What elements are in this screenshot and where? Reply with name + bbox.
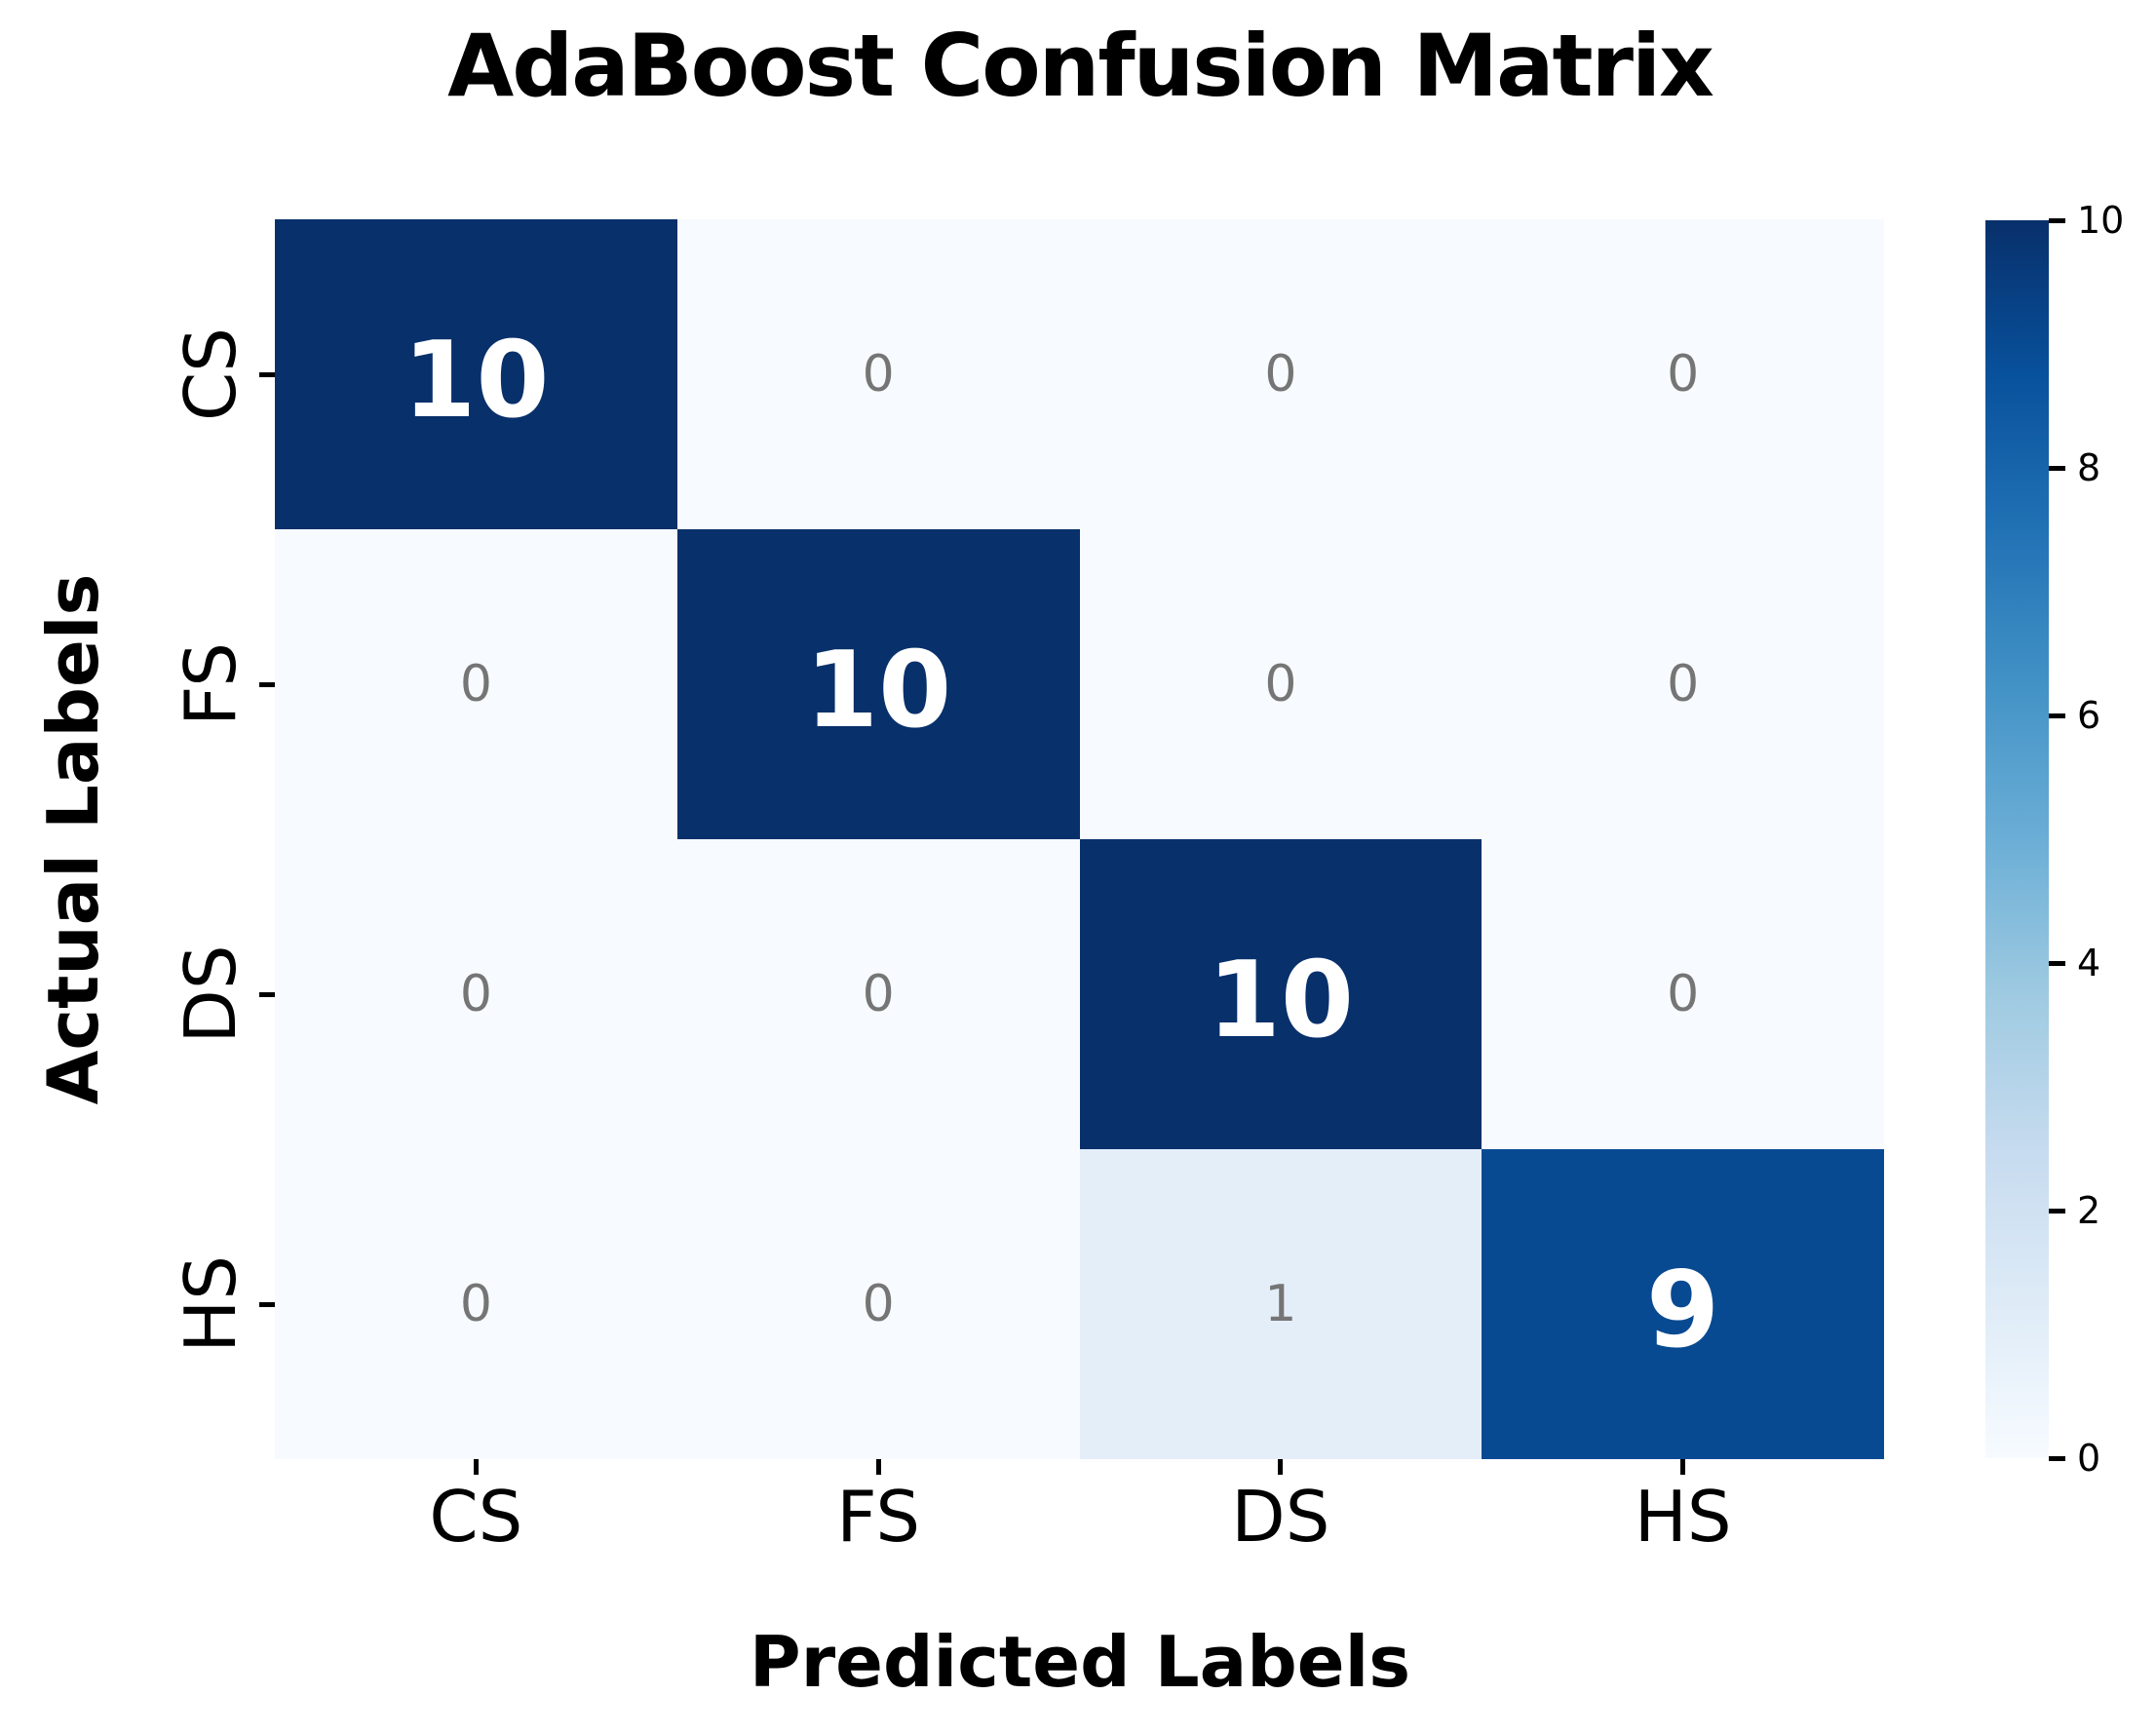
cell-value: 0 <box>862 345 895 404</box>
cell-value: 0 <box>1667 345 1700 404</box>
y-tick-mark <box>259 681 275 687</box>
x-tick-label: FS <box>836 1476 921 1558</box>
x-tick-mark <box>1680 1459 1686 1475</box>
chart-title: AdaBoost Confusion Matrix <box>447 16 1714 116</box>
cell-value: 10 <box>804 630 952 751</box>
y-tick-mark <box>259 1301 275 1307</box>
y-tick-mark <box>259 991 275 997</box>
heatmap-cell: 0 <box>1482 529 1884 839</box>
y-tick-label: DS <box>170 944 251 1044</box>
colorbar-tick-mark <box>2049 960 2065 966</box>
heatmap-cell: 0 <box>1079 529 1482 839</box>
cell-value: 0 <box>862 1275 895 1333</box>
colorbar-tick-mark <box>2049 713 2065 718</box>
heatmap-cell: 0 <box>275 529 677 839</box>
y-tick-mark <box>259 371 275 377</box>
heatmap-cell: 0 <box>1079 219 1482 529</box>
cell-value: 0 <box>459 1275 492 1333</box>
cell-value: 0 <box>1264 345 1297 404</box>
cell-value: 0 <box>459 655 492 713</box>
colorbar-tick-mark <box>2049 1208 2065 1214</box>
cell-value: 0 <box>862 965 895 1023</box>
colorbar-tick-mark <box>2049 1455 2065 1461</box>
cell-value: 10 <box>1207 940 1355 1061</box>
heatmap-cell: 0 <box>275 839 677 1149</box>
x-tick-label: HS <box>1634 1476 1732 1558</box>
x-tick-mark <box>875 1459 881 1475</box>
colorbar-tick-label: 10 <box>2077 199 2125 242</box>
heatmap-grid: 10 0 0 0 0 10 0 0 0 0 10 0 0 0 1 9 <box>275 219 1884 1459</box>
x-tick-mark <box>473 1459 479 1475</box>
cell-value: 1 <box>1264 1275 1297 1333</box>
x-axis-label: Predicted Labels <box>749 1621 1411 1703</box>
heatmap-cell: 10 <box>676 529 1080 839</box>
colorbar <box>1985 220 2049 1458</box>
x-tick-label: CS <box>429 1476 523 1558</box>
cell-value: 0 <box>1667 965 1700 1023</box>
heatmap-cell: 0 <box>1482 219 1884 529</box>
colorbar-tick-mark <box>2049 465 2065 471</box>
cell-value: 10 <box>403 320 550 442</box>
heatmap-cell: 10 <box>275 219 677 529</box>
heatmap-cell: 0 <box>676 839 1080 1149</box>
heatmap-cell: 0 <box>275 1149 677 1459</box>
heatmap-cell: 10 <box>1079 839 1482 1149</box>
y-axis-label: Actual Labels <box>32 573 114 1105</box>
heatmap-cell: 9 <box>1482 1149 1884 1459</box>
y-tick-label: CS <box>170 328 251 421</box>
colorbar-tick-label: 2 <box>2077 1189 2101 1232</box>
cell-value: 0 <box>1667 655 1700 713</box>
heatmap-cell: 0 <box>676 219 1080 529</box>
y-tick-label: HS <box>170 1255 251 1353</box>
heatmap-cell: 0 <box>676 1149 1080 1459</box>
heatmap-cell: 0 <box>1482 839 1884 1149</box>
y-tick-label: FS <box>170 642 251 726</box>
colorbar-tick-label: 0 <box>2077 1437 2101 1480</box>
heatmap-cell: 1 <box>1079 1149 1482 1459</box>
colorbar-tick-mark <box>2049 217 2065 223</box>
x-tick-mark <box>1278 1459 1284 1475</box>
colorbar-tick-label: 8 <box>2077 446 2101 489</box>
cell-value: 9 <box>1646 1250 1720 1371</box>
cell-value: 0 <box>459 965 492 1023</box>
colorbar-tick-label: 6 <box>2077 694 2101 737</box>
colorbar-tick-label: 4 <box>2077 942 2101 984</box>
cell-value: 0 <box>1264 655 1297 713</box>
x-tick-label: DS <box>1231 1476 1330 1558</box>
